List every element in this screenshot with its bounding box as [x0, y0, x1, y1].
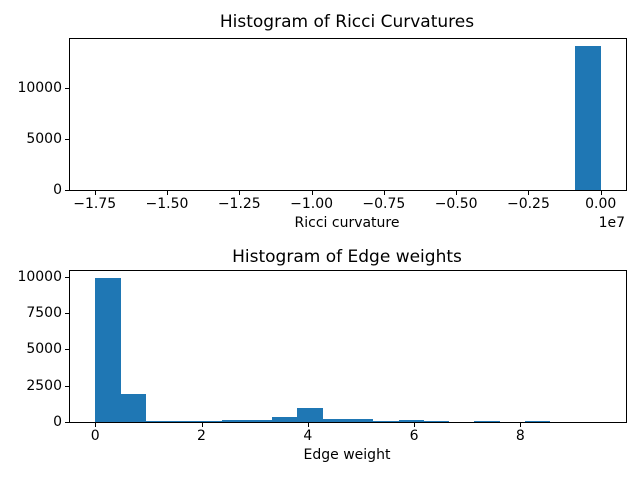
- plot-axes: −1.75 −1.50 −1.25 −1.00 −0.75 −0.50 −0.25 0.00 0…: [17, 38, 627, 211]
- x-tick-mark: [239, 190, 241, 195]
- x-tick-label: −1.75: [73, 196, 117, 212]
- histogram-bar: [171, 421, 197, 422]
- x-tick-label: −0.75: [362, 196, 406, 212]
- histogram-bar: [322, 418, 348, 422]
- y-tick-label: 5000: [26, 341, 62, 358]
- edge-weight-histogram: Histogram of Edge weights 0 2 4 6 8 0 2500 5000…: [0, 240, 640, 480]
- x-tick-label: −0.50: [434, 196, 478, 212]
- x-tick-label: 0: [90, 428, 100, 444]
- x-tick-mark: [528, 190, 530, 195]
- histogram-bar: [95, 278, 121, 422]
- x-axis-offset-label: 1e7: [598, 215, 625, 231]
- x-tick-label: −1.25: [217, 196, 261, 212]
- x-tick-mark: [456, 190, 458, 195]
- histogram-bar: [575, 46, 601, 190]
- x-tick-label: 6: [409, 428, 419, 444]
- y-tick-mark: [65, 139, 70, 141]
- y-tick-mark: [65, 190, 70, 191]
- y-tick-label: 10000: [17, 268, 62, 285]
- plot-title: Histogram of Ricci Curvatures: [219, 12, 475, 32]
- x-tick-mark: [307, 422, 309, 427]
- x-tick-mark: [201, 422, 203, 427]
- x-tick-mark: [311, 190, 313, 195]
- y-tick-label: 5000: [26, 131, 62, 148]
- x-tick-mark: [600, 190, 602, 195]
- x-tick-mark: [94, 190, 96, 195]
- x-tick-label: 0.00: [585, 196, 617, 212]
- plot-axes: 0 2 4 6 8 0 2500 5000 7500 10000: [17, 270, 627, 443]
- x-tick-mark: [166, 190, 168, 195]
- y-tick-mark: [65, 349, 70, 351]
- histogram-bar: [423, 421, 450, 422]
- y-tick-label: 10000: [17, 80, 62, 97]
- x-tick-label: −1.00: [290, 196, 334, 212]
- x-tick-label: 2: [197, 428, 206, 444]
- histogram-bar: [272, 416, 298, 422]
- x-tick-label: 4: [303, 428, 313, 444]
- x-tick-mark: [95, 422, 97, 427]
- x-tick-mark: [414, 422, 416, 427]
- y-tick-mark: [65, 88, 70, 90]
- y-tick-label: 2500: [26, 377, 62, 394]
- histogram-bar: [120, 393, 146, 422]
- histogram-bar: [474, 421, 500, 422]
- x-tick-label: −0.25: [506, 196, 550, 212]
- x-tick-label: 8: [515, 428, 525, 444]
- histogram-bar: [297, 408, 323, 422]
- x-tick-label: −1.50: [145, 196, 189, 212]
- histogram-bar: [348, 418, 374, 422]
- x-tick-mark: [520, 422, 522, 427]
- y-tick-mark: [65, 422, 70, 423]
- y-tick-label: 7500: [26, 305, 62, 322]
- histogram-bar: [524, 421, 551, 422]
- histogram-bar: [221, 419, 247, 422]
- histogram-bar: [373, 421, 399, 422]
- histogram-bar: [398, 420, 424, 422]
- histogram-bar: [246, 419, 273, 422]
- y-tick-label: 0: [53, 182, 62, 198]
- y-tick-label: 0: [53, 414, 62, 430]
- plot-title: Histogram of Edge weights: [232, 247, 462, 267]
- y-tick-mark: [65, 385, 70, 387]
- y-tick-mark: [65, 276, 70, 278]
- x-tick-mark: [383, 190, 385, 195]
- ricci-curvature-histogram: Histogram of Ricci Curvatures −1.75 −1.50…: [17, 12, 627, 231]
- y-tick-mark: [65, 313, 70, 315]
- histogram-bar: [196, 421, 222, 422]
- x-axis-label: Edge weight: [303, 447, 391, 463]
- histogram-bar: [145, 421, 172, 422]
- x-axis-label: Ricci curvature: [294, 215, 400, 231]
